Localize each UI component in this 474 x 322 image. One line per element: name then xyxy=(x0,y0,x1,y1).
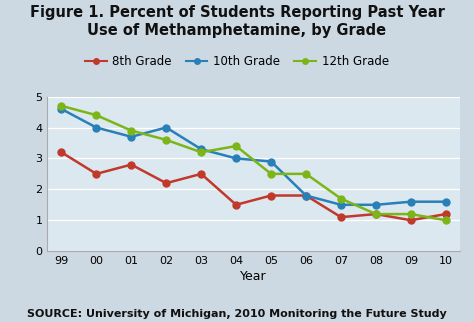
8th Grade xyxy=(338,215,344,219)
12th Grade xyxy=(443,218,449,222)
8th Grade xyxy=(408,218,414,222)
10th Grade xyxy=(58,107,64,111)
8th Grade xyxy=(128,163,134,166)
12th Grade xyxy=(164,138,169,142)
8th Grade xyxy=(164,181,169,185)
10th Grade xyxy=(93,126,99,129)
12th Grade xyxy=(408,212,414,216)
10th Grade xyxy=(268,160,274,164)
8th Grade xyxy=(58,150,64,154)
10th Grade xyxy=(443,200,449,204)
12th Grade xyxy=(58,104,64,108)
10th Grade xyxy=(338,203,344,207)
10th Grade xyxy=(408,200,414,204)
Text: Figure 1. Percent of Students Reporting Past Year: Figure 1. Percent of Students Reporting … xyxy=(29,5,445,20)
Legend: 8th Grade, 10th Grade, 12th Grade: 8th Grade, 10th Grade, 12th Grade xyxy=(81,50,393,72)
12th Grade xyxy=(268,172,274,176)
12th Grade xyxy=(303,172,309,176)
10th Grade xyxy=(128,135,134,139)
10th Grade xyxy=(373,203,379,207)
8th Grade xyxy=(233,203,239,207)
10th Grade xyxy=(198,147,204,151)
10th Grade xyxy=(303,194,309,197)
Line: 8th Grade: 8th Grade xyxy=(58,149,449,224)
X-axis label: Year: Year xyxy=(240,270,267,283)
12th Grade xyxy=(93,113,99,117)
10th Grade xyxy=(233,156,239,160)
12th Grade xyxy=(373,212,379,216)
8th Grade xyxy=(198,172,204,176)
8th Grade xyxy=(303,194,309,197)
12th Grade xyxy=(198,150,204,154)
8th Grade xyxy=(443,212,449,216)
Line: 10th Grade: 10th Grade xyxy=(58,106,449,208)
8th Grade xyxy=(373,212,379,216)
8th Grade xyxy=(93,172,99,176)
10th Grade xyxy=(164,126,169,129)
12th Grade xyxy=(233,144,239,148)
Text: SOURCE: University of Michigan, 2010 Monitoring the Future Study: SOURCE: University of Michigan, 2010 Mon… xyxy=(27,309,447,319)
8th Grade xyxy=(268,194,274,197)
Line: 12th Grade: 12th Grade xyxy=(58,102,449,224)
Text: Use of Methamphetamine, by Grade: Use of Methamphetamine, by Grade xyxy=(87,23,387,38)
12th Grade xyxy=(338,197,344,201)
12th Grade xyxy=(128,129,134,133)
